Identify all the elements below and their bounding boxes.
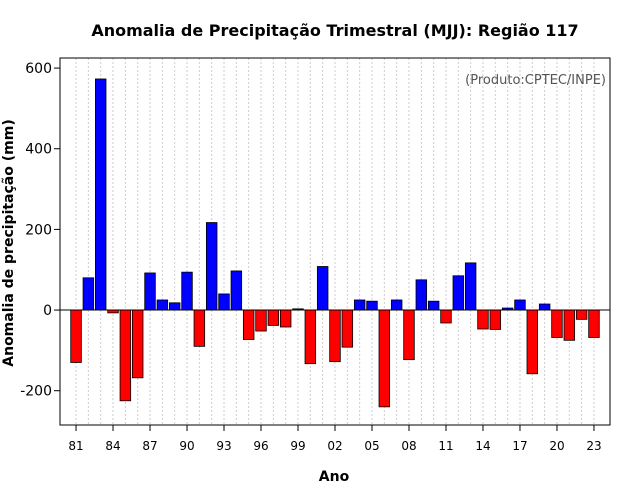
bar-2006 bbox=[378, 309, 391, 408]
bar-2001 bbox=[316, 266, 329, 311]
y-axis: -200 0 200 400 600 bbox=[20, 61, 60, 400]
bar-2022 bbox=[575, 309, 588, 320]
bar-2009 bbox=[415, 279, 428, 311]
bar-2018 bbox=[526, 309, 539, 375]
bar-2020 bbox=[551, 309, 563, 338]
source-annotation: (Produto:CPTEC/INPE) bbox=[465, 73, 606, 88]
bar-1996 bbox=[255, 309, 267, 332]
bars-layer bbox=[70, 78, 600, 408]
bar-1999 bbox=[292, 308, 304, 311]
bar-1985 bbox=[119, 309, 132, 402]
bar-2004 bbox=[353, 299, 366, 311]
bar-1982 bbox=[82, 277, 95, 311]
x-tick-label: 14 bbox=[475, 439, 490, 453]
y-tick-label: 400 bbox=[25, 142, 52, 158]
y-tick-label: 0 bbox=[43, 303, 52, 319]
chart-title: Anomalia de Precipitação Trimestral (MJJ… bbox=[91, 21, 578, 40]
bar-2013 bbox=[464, 262, 477, 311]
x-tick-label: 90 bbox=[179, 439, 194, 453]
bar-2000 bbox=[304, 309, 317, 365]
x-tick-label: 17 bbox=[512, 439, 527, 453]
bar-1983 bbox=[94, 78, 107, 311]
bar-2019 bbox=[538, 303, 551, 311]
grid-layer bbox=[75, 58, 595, 425]
bar-1986 bbox=[131, 309, 144, 379]
bar-1998 bbox=[279, 309, 292, 328]
x-tick-label: 08 bbox=[401, 439, 416, 453]
x-tick-label: 96 bbox=[253, 439, 268, 453]
x-tick-label: 23 bbox=[586, 439, 601, 453]
bar-2010 bbox=[427, 300, 440, 311]
bar-1987 bbox=[144, 272, 156, 311]
bar-2021 bbox=[563, 309, 576, 341]
bar-1991 bbox=[193, 309, 206, 347]
x-tick-label: 93 bbox=[216, 439, 231, 453]
x-tick-label: 84 bbox=[105, 439, 120, 453]
x-tick-label: 20 bbox=[549, 439, 564, 453]
bar-1995 bbox=[242, 309, 255, 340]
bar-2016 bbox=[501, 307, 514, 311]
x-tick-label: 99 bbox=[290, 439, 305, 453]
y-tick-label: 600 bbox=[25, 61, 52, 77]
bar-1981 bbox=[70, 309, 82, 363]
bar-1989 bbox=[168, 302, 181, 311]
y-tick-label: -200 bbox=[20, 384, 52, 400]
bar-2011 bbox=[440, 309, 452, 324]
bar-2003 bbox=[341, 309, 354, 348]
bar-2012 bbox=[452, 275, 465, 311]
y-axis-label: Anomalia de precipitação (mm) bbox=[1, 119, 17, 366]
x-tick-label: 02 bbox=[327, 439, 342, 453]
bar-2014 bbox=[477, 309, 489, 330]
bar-2007 bbox=[390, 299, 403, 311]
bar-2015 bbox=[489, 309, 502, 330]
bar-2005 bbox=[366, 300, 378, 311]
x-tick-label: 87 bbox=[142, 439, 157, 453]
bar-2008 bbox=[403, 309, 415, 361]
bar-1984 bbox=[107, 309, 119, 314]
bar-2023 bbox=[588, 309, 600, 338]
bar-1990 bbox=[181, 271, 193, 311]
x-tick-label: 81 bbox=[68, 439, 83, 453]
bar-1997 bbox=[267, 309, 280, 326]
x-axis-label: Ano bbox=[319, 469, 350, 485]
bar-2017 bbox=[514, 299, 526, 311]
bar-2002 bbox=[329, 309, 341, 363]
bar-1994 bbox=[230, 270, 243, 311]
bar-1992 bbox=[205, 222, 218, 311]
x-tick-label: 05 bbox=[364, 439, 379, 453]
x-tick-label: 11 bbox=[438, 439, 453, 453]
bar-1988 bbox=[156, 299, 169, 311]
y-tick-label: 200 bbox=[25, 222, 52, 238]
x-axis: 81 84 87 90 93 96 99 02 05 08 11 14 17 20 23 bbox=[68, 425, 602, 453]
bar-1993 bbox=[218, 293, 230, 311]
